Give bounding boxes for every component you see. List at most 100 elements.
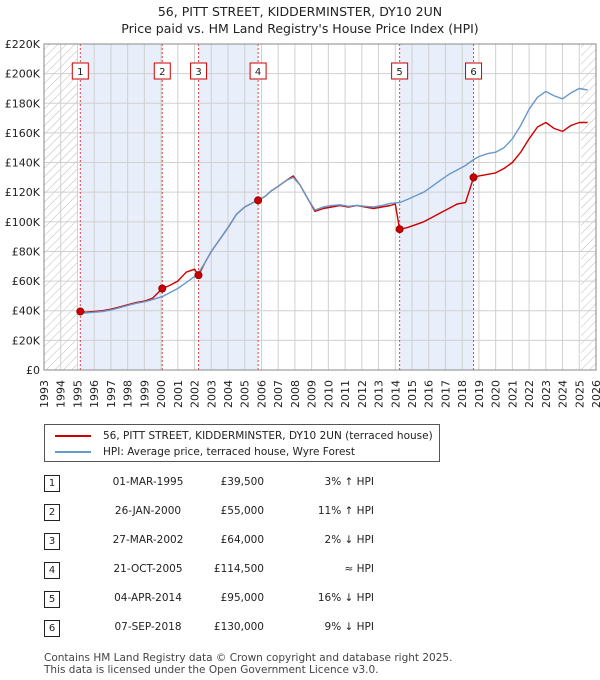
sale-number-badge: 2 [44,504,60,521]
x-tick-label: 1998 [122,380,135,408]
y-tick-label: £40K [12,305,41,318]
legend-swatch-property [55,435,91,437]
legend-label-hpi: HPI: Average price, terraced house, Wyre… [103,446,356,458]
y-tick-label: £200K [5,68,41,81]
x-tick-label: 2001 [172,380,185,408]
sale-marker-label: 5 [396,67,402,78]
sale-number-badge: 1 [44,475,60,492]
x-tick-label: 2026 [590,380,600,408]
sale-hpi-comparison: 11% ↑ HPI [317,505,374,517]
sale-marker-label: 2 [159,67,165,78]
x-tick-label: 2007 [272,380,285,408]
x-tick-label: 1997 [105,380,118,408]
shaded-band [80,44,163,370]
y-tick-label: £220K [5,38,41,51]
sale-price: £55,000 [220,505,264,517]
x-tick-label: 2009 [306,380,319,408]
sale-date: 04-APR-2014 [114,592,182,604]
x-tick-label: 2002 [189,380,202,408]
y-tick-label: £160K [5,127,41,140]
sale-price: £114,500 [213,563,264,575]
x-tick-label: 2012 [356,380,369,408]
x-tick-label: 2003 [205,380,218,408]
property-price-line [80,121,588,313]
x-tick-label: 2016 [423,380,436,408]
x-tick-label: 2018 [456,380,469,408]
footer-line2: This data is licensed under the Open Gov… [44,664,379,676]
x-tick-label: 1993 [38,380,51,408]
price-chart: 1 2 3 4 5 6 £0 £20K £40K £60K £80K £100K £120K £140K £… [5,38,600,408]
legend-swatch-hpi [55,451,91,453]
plot-frame [43,43,597,371]
x-tick-label: 1999 [138,380,151,408]
x-tick-label: 2006 [255,380,268,408]
sale-hpi-comparison: 16% ↓ HPI [317,592,374,604]
chart-title-line2: Price paid vs. HM Land Registry's House … [121,21,479,36]
sale-point [76,307,85,316]
sale-price: £64,000 [220,534,264,546]
sale-number-badge: 3 [44,533,60,550]
sale-marker-label: 6 [470,67,476,78]
sale-point [254,196,263,205]
sale-hpi-comparison: 2% ↓ HPI [324,534,374,546]
chart-legend: 56, PITT STREET, KIDDERMINSTER, DY10 2UN… [44,424,440,462]
sale-point [158,284,167,293]
y-tick-label: £60K [12,275,41,288]
x-tick-label: 2015 [406,380,419,408]
x-tick-label: 2005 [239,380,252,408]
y-tick-label: £120K [5,186,41,199]
sale-marker-box [465,62,483,80]
sale-marker-box [391,62,409,80]
sale-price: £130,000 [213,621,264,633]
chart-title: 56, PITT STREET, KIDDERMINSTER, DY10 2UN… [0,3,600,37]
sale-marker-box [190,62,208,80]
x-tick-label: 1995 [71,380,84,408]
sale-date: 26-JAN-2000 [114,505,182,517]
sale-point [194,271,203,280]
sale-date: 21-OCT-2005 [113,563,183,575]
footer-line1: Contains HM Land Registry data © Crown c… [44,652,453,664]
x-tick-label: 2024 [557,380,570,408]
sale-hpi-comparison: 9% ↓ HPI [324,621,374,633]
sale-date: 27-MAR-2002 [112,534,184,546]
x-tick-label: 2019 [473,380,486,408]
sale-marker-label: 4 [255,67,261,78]
chart-title-line1: 56, PITT STREET, KIDDERMINSTER, DY10 2UN [157,4,443,19]
sale-hpi-comparison: 3% ↑ HPI [324,476,374,488]
x-tick-label: 2000 [155,380,168,408]
legend-item-property: 56, PITT STREET, KIDDERMINSTER, DY10 2UN… [55,429,433,443]
sale-number-badge: 5 [44,591,60,608]
x-tick-label: 2011 [339,380,352,408]
sale-marker-box [249,62,267,80]
y-tick-label: £100K [5,216,41,229]
x-tick-label: 2021 [506,380,519,408]
sale-marker-label: 1 [77,67,83,78]
sale-date: 01-MAR-1995 [112,476,184,488]
y-tick-label: £0 [26,364,40,377]
y-tick-label: £180K [5,97,41,110]
legend-label-property: 56, PITT STREET, KIDDERMINSTER, DY10 2UN… [103,430,433,442]
x-tick-label: 2013 [373,380,386,408]
sale-marker-box [153,62,171,80]
x-tick-label: 2020 [490,380,503,408]
sale-number-badge: 4 [44,562,60,579]
sale-point [469,173,478,182]
x-tick-label: 2004 [222,380,235,408]
sale-price: £39,500 [220,476,264,488]
sale-marker-box [71,62,89,80]
y-tick-label: £140K [5,157,41,170]
hpi-line [80,87,588,314]
sale-price: £95,000 [220,592,264,604]
x-tick-label: 1994 [55,380,68,408]
x-tick-label: 2017 [439,380,452,408]
x-tick-label: 1996 [88,380,101,408]
x-tick-label: 2025 [573,380,586,408]
sale-hpi-comparison: ≈ HPI [344,563,374,575]
hatch-region [580,44,596,370]
sale-date: 07-SEP-2018 [114,621,182,633]
x-tick-label: 2010 [322,380,335,408]
sale-number-badge: 6 [44,620,60,637]
x-tick-label: 2023 [540,380,553,408]
legend-item-hpi: HPI: Average price, terraced house, Wyre… [55,445,355,459]
sale-marker-label: 3 [195,67,201,78]
